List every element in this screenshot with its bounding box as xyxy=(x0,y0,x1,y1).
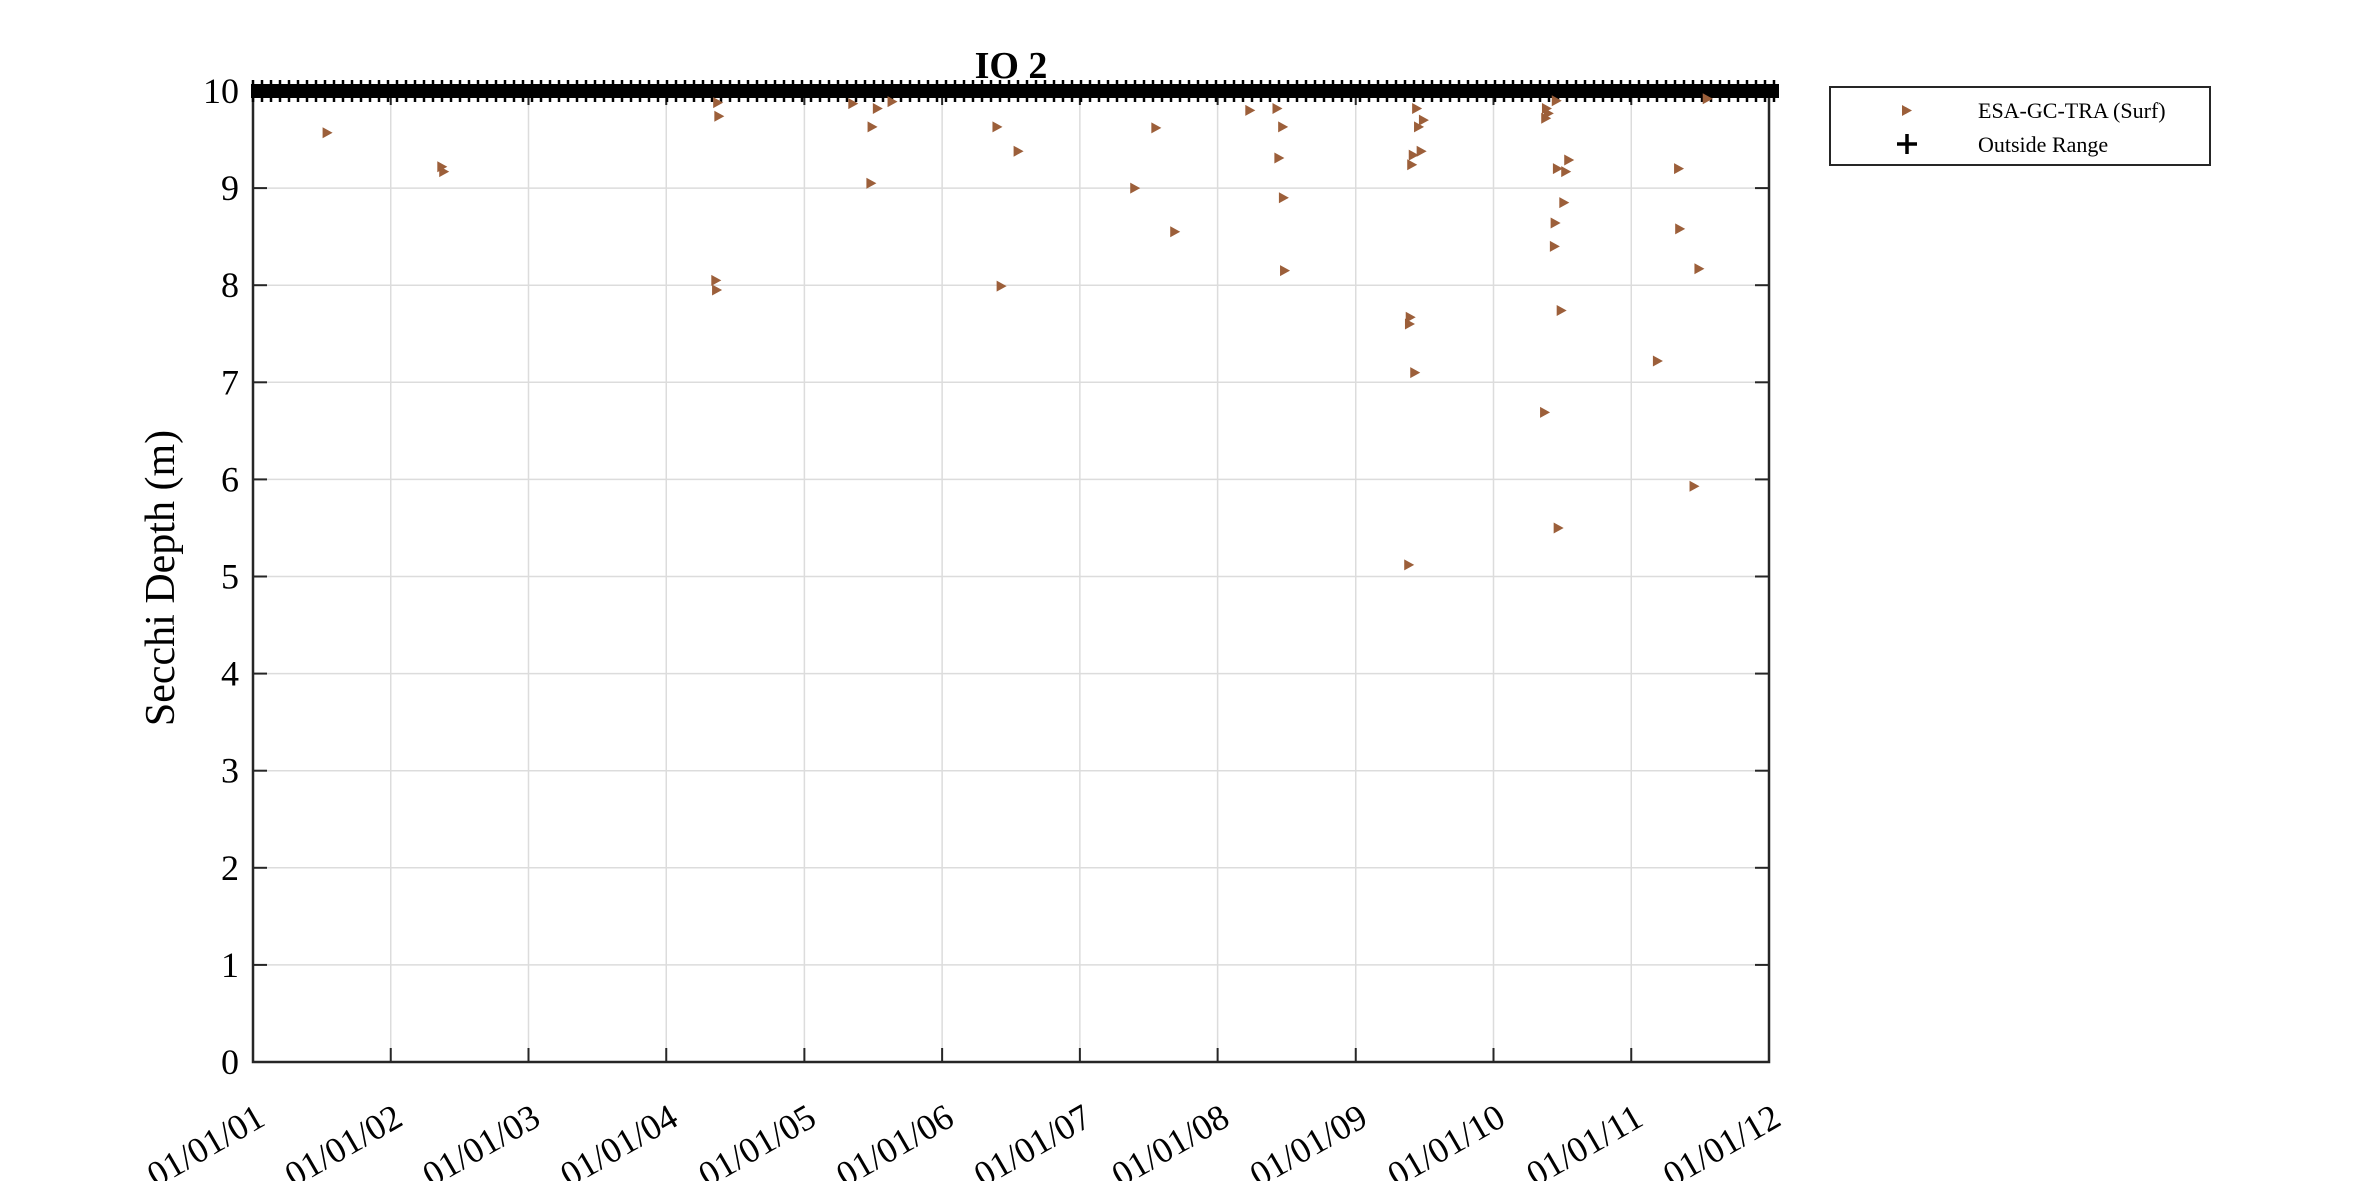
data-point xyxy=(1013,145,1024,157)
data-point xyxy=(1540,406,1551,418)
data-point xyxy=(1541,112,1552,124)
y-axis-tick-labels: 0 1 2 3 4 5 6 7 8 9 10 xyxy=(203,71,239,1082)
data-point xyxy=(1543,107,1554,119)
data-point xyxy=(1272,102,1283,114)
data-point xyxy=(1694,263,1705,275)
chart-title: IO 2 xyxy=(975,45,1048,87)
data-point xyxy=(1553,522,1564,534)
data-point xyxy=(1130,182,1141,194)
data-point xyxy=(1151,122,1162,134)
data-point xyxy=(1407,159,1418,171)
y-tick-label: 0 xyxy=(221,1042,239,1082)
data-point xyxy=(1561,166,1572,178)
data-point xyxy=(996,280,1007,292)
data-point xyxy=(712,284,723,296)
y-tick-label: 10 xyxy=(203,71,239,111)
data-point xyxy=(1559,197,1570,209)
data-point xyxy=(1652,355,1663,367)
legend: ESA-GC-TRA (Surf) Outside Range xyxy=(1829,86,2211,166)
data-point xyxy=(1550,217,1561,229)
data-point xyxy=(992,121,1003,133)
data-point xyxy=(1408,149,1419,161)
y-tick-label: 8 xyxy=(221,265,239,305)
y-tick-label: 7 xyxy=(221,362,239,402)
data-point xyxy=(867,121,878,133)
data-point xyxy=(1245,104,1256,116)
data-point xyxy=(711,274,722,286)
data-point xyxy=(887,96,898,108)
data-point xyxy=(439,166,450,178)
data-point xyxy=(1418,114,1429,126)
legend-label-outside-range: Outside Range xyxy=(1978,132,2108,157)
series-esa-gc-tra-surf xyxy=(322,93,1713,571)
data-point xyxy=(872,102,883,114)
data-point xyxy=(1702,93,1713,105)
legend-triangle-shape xyxy=(1902,105,1912,116)
y-tick-label: 4 xyxy=(221,654,239,694)
data-point xyxy=(1405,311,1416,323)
y-axis-label: Secchi Depth (m) xyxy=(138,430,184,726)
data-point xyxy=(1675,223,1686,235)
y-tick-label: 5 xyxy=(221,557,239,597)
y-tick-label: 6 xyxy=(221,459,239,499)
data-point xyxy=(1552,163,1563,175)
data-point xyxy=(1551,95,1562,107)
data-point xyxy=(1564,154,1575,166)
data-point xyxy=(1404,559,1415,571)
data-point xyxy=(848,98,859,110)
outside-range-band xyxy=(251,80,1779,102)
data-point xyxy=(1280,265,1291,277)
data-point xyxy=(1170,226,1181,238)
data-point xyxy=(714,110,725,122)
data-point xyxy=(1410,367,1421,379)
data-point xyxy=(322,127,333,139)
data-point xyxy=(1278,121,1289,133)
data-point xyxy=(1416,145,1427,157)
y-tick-label: 3 xyxy=(221,751,239,791)
y-tick-label: 2 xyxy=(221,848,239,888)
data-point xyxy=(1549,240,1560,252)
data-point xyxy=(1414,121,1425,133)
legend-label-esa-gc-tra-surf: ESA-GC-TRA (Surf) xyxy=(1978,98,2166,123)
data-point xyxy=(866,177,877,189)
legend-marker-triangle-icon xyxy=(1902,105,1912,116)
y-tick-label: 9 xyxy=(221,168,239,208)
data-point xyxy=(1278,192,1289,204)
legend-box xyxy=(1829,86,2211,166)
data-point xyxy=(1556,304,1567,316)
legend-marker-plus-icon xyxy=(1897,134,1917,154)
data-point xyxy=(713,97,724,109)
y-tick-label: 1 xyxy=(221,945,239,985)
grid xyxy=(253,91,1769,1062)
data-point xyxy=(1674,163,1685,175)
data-point xyxy=(1274,152,1285,164)
data-point xyxy=(1412,102,1423,114)
data-point xyxy=(1689,480,1700,492)
